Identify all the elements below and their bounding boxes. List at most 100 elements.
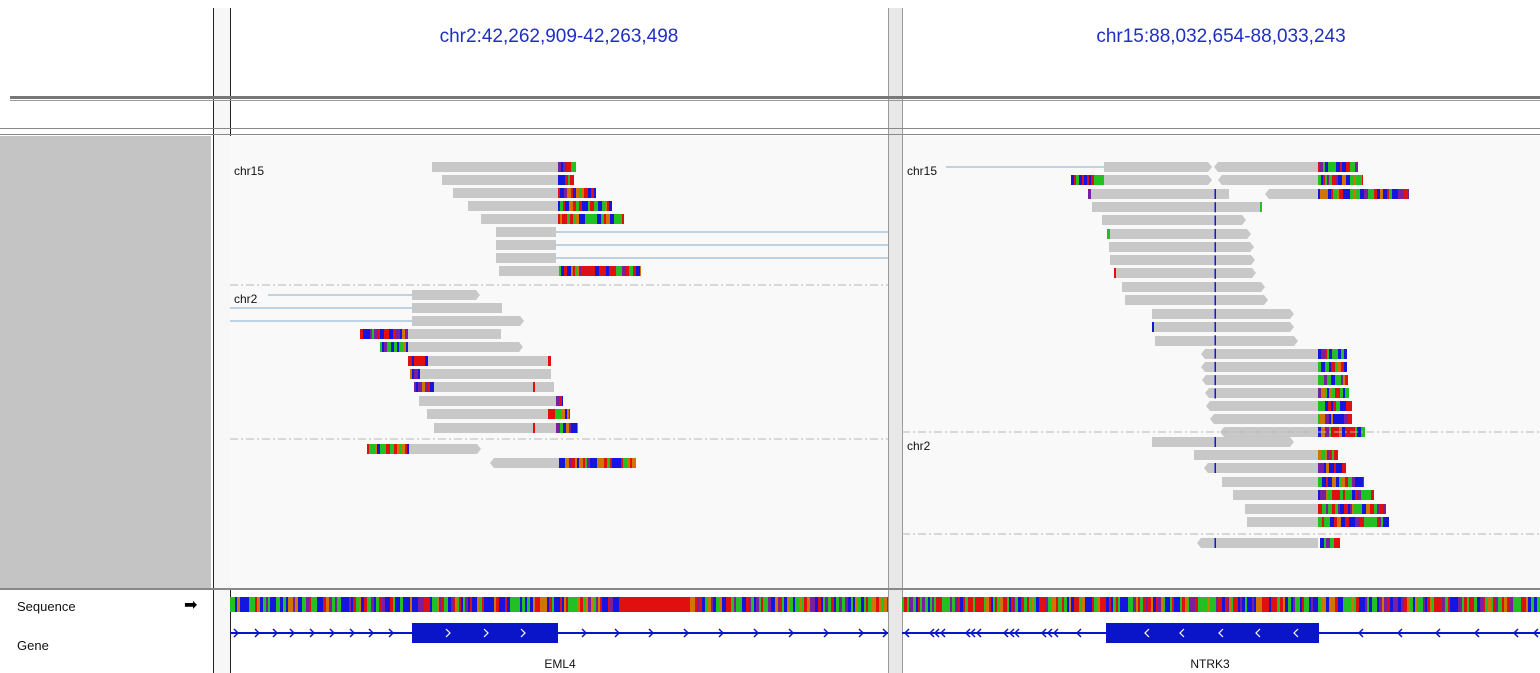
mismatch-block <box>1332 477 1336 487</box>
sequence-base <box>512 597 515 612</box>
sequence-base <box>1120 597 1123 612</box>
mismatch-block <box>585 214 588 224</box>
mismatch-block <box>591 188 594 198</box>
mismatch-block <box>577 458 579 468</box>
mismatch-block <box>1328 504 1332 514</box>
mismatch-block <box>1318 362 1321 372</box>
sequence-base <box>382 597 385 612</box>
sequence-base <box>1216 597 1218 612</box>
sequence-base <box>1256 597 1259 612</box>
mismatch-block <box>387 342 391 352</box>
mismatch-block <box>408 356 412 366</box>
sequence-base <box>993 597 995 612</box>
sequence-base <box>651 597 654 612</box>
sequence-base <box>243 597 246 612</box>
mismatch-block <box>584 266 587 276</box>
mismatch-block <box>1094 175 1098 185</box>
mismatch-block <box>1359 175 1362 185</box>
sequence-base <box>1156 597 1158 612</box>
sequence-base <box>868 597 871 612</box>
sequence-base <box>1207 597 1210 612</box>
mismatch-block <box>1336 175 1338 185</box>
sequence-base <box>237 597 240 612</box>
sequence-base <box>418 597 421 612</box>
sequence-base <box>1195 597 1198 612</box>
sequence-base <box>602 597 604 612</box>
mismatch-block <box>1084 175 1087 185</box>
strand-arrow-icon <box>1040 628 1047 638</box>
sequence-base <box>608 597 610 612</box>
sequence-base <box>1039 597 1042 612</box>
sequence-base <box>1531 597 1534 612</box>
mismatch-block <box>1343 477 1345 487</box>
mismatch-block <box>1318 349 1321 359</box>
mismatch-block <box>1214 388 1216 399</box>
mismatch-block <box>558 188 560 198</box>
mismatch-block <box>1336 490 1340 500</box>
sequence-base <box>430 597 432 612</box>
mismatch-block <box>1087 175 1089 185</box>
strand-arrow-icon <box>928 628 935 638</box>
mismatch-block <box>1328 517 1330 527</box>
sequence-base <box>925 597 928 612</box>
mismatch-block <box>1328 477 1332 487</box>
mismatch-block <box>1329 463 1332 473</box>
mismatch-block <box>1214 348 1216 359</box>
sequence-base <box>1153 597 1156 612</box>
sequence-base <box>713 597 716 612</box>
sequence-base <box>586 597 588 612</box>
mismatch-block <box>1342 175 1346 185</box>
locus-label-right[interactable]: chr15:88,032,654-88,033,243 <box>1096 26 1346 47</box>
sequence-base <box>525 597 527 612</box>
mismatch-block <box>425 356 427 366</box>
gene-name-right[interactable]: NTRK3 <box>1190 657 1230 671</box>
sequence-base <box>657 597 659 612</box>
sequence-base <box>505 597 507 612</box>
sequence-base <box>1440 597 1442 612</box>
mismatch-block <box>1214 228 1216 239</box>
mismatch-block <box>581 188 584 198</box>
mismatch-block <box>1362 175 1363 185</box>
mismatch-block <box>1214 322 1216 332</box>
mismatch-block <box>1320 189 1324 199</box>
right-arrow-icon[interactable]: ➡ <box>184 595 198 614</box>
panel-divider[interactable] <box>888 8 903 673</box>
mismatch-block <box>1331 362 1335 372</box>
sequence-base <box>1467 597 1469 612</box>
sequence-base <box>1513 597 1516 612</box>
sequence-base <box>1133 597 1136 612</box>
sequence-base <box>1404 597 1407 612</box>
mismatch-block <box>1336 463 1339 473</box>
sequence-base <box>499 597 502 612</box>
sequence-base <box>1335 597 1338 612</box>
sequence-base <box>768 597 771 612</box>
sequence-base <box>973 597 975 612</box>
sequence-base <box>1262 597 1264 612</box>
mismatch-block <box>1334 517 1337 527</box>
mismatch-block <box>1363 477 1364 487</box>
sequence-base <box>947 597 950 612</box>
locus-label-left[interactable]: chr2:42,262,909-42,263,498 <box>439 26 679 47</box>
mismatch-block <box>597 214 601 224</box>
strand-arrow-icon <box>882 628 889 638</box>
sequence-base <box>1092 597 1094 612</box>
mismatch-block <box>1389 189 1392 199</box>
mismatch-block <box>1377 189 1380 199</box>
mismatch-block <box>397 342 399 352</box>
sequence-base <box>1269 597 1271 612</box>
alignment-panel-left[interactable] <box>230 136 888 588</box>
strand-arrow-icon <box>683 628 690 638</box>
sequence-base <box>1074 597 1077 612</box>
gene-name-left[interactable]: EML4 <box>544 657 576 671</box>
mismatch-block <box>1076 175 1079 185</box>
sequence-base <box>496 597 499 612</box>
mismatch-block <box>1071 175 1074 185</box>
mismatch-block <box>380 444 384 454</box>
read <box>1214 162 1318 172</box>
read <box>412 303 502 313</box>
sequence-base <box>1187 597 1189 612</box>
mismatch-block <box>1337 375 1341 385</box>
mismatch-block <box>382 342 384 352</box>
strand-arrow-icon <box>1046 628 1053 638</box>
